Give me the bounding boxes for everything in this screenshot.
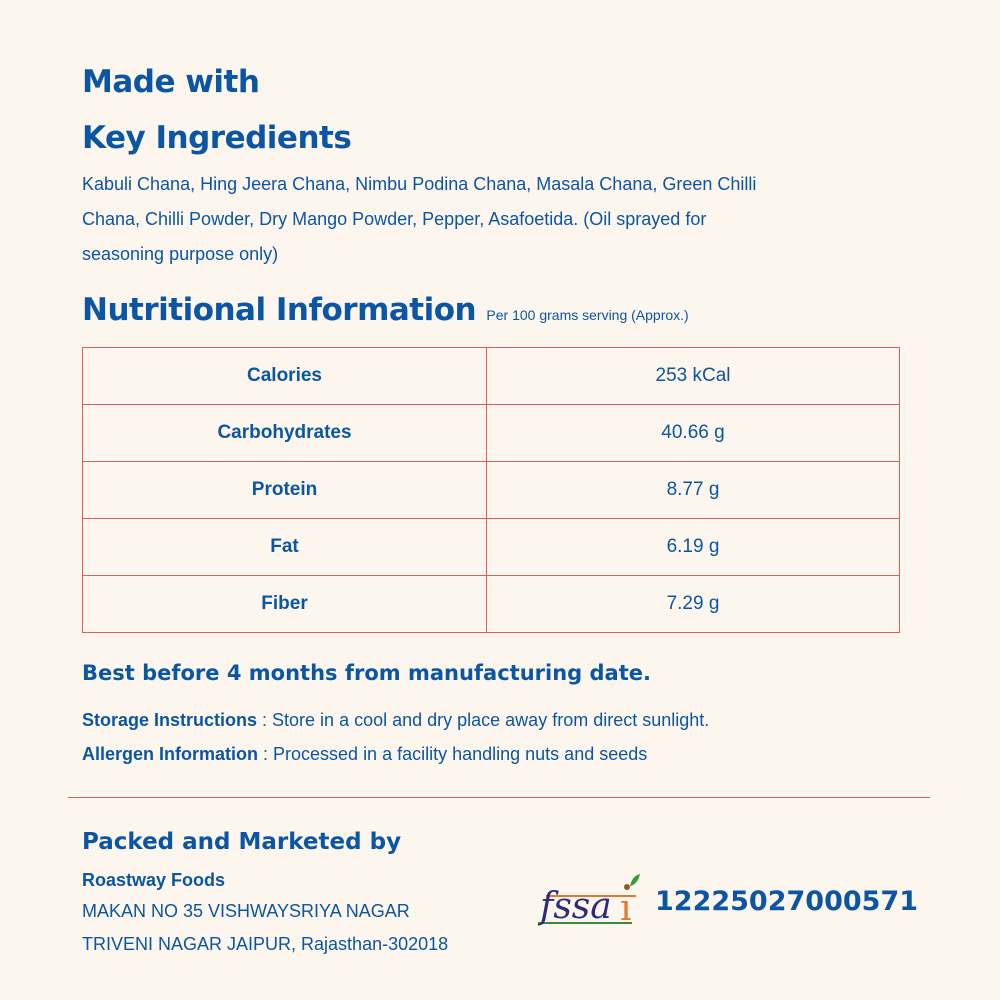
address-line: MAKAN NO 35 VISHWAYSRIYA NAGAR: [82, 901, 410, 921]
storage-label: Storage Instructions: [82, 710, 258, 730]
nutrient-value: 40.66 g: [486, 404, 900, 462]
table-row: Protein 8.77 g: [82, 461, 900, 519]
nutrient-value: 7.29 g: [486, 575, 900, 633]
nutrient-name: Protein: [82, 461, 487, 519]
packed-by-title: Packed and Marketed by: [82, 829, 402, 855]
table-row: Fat 6.19 g: [82, 518, 900, 576]
heading-made-with: Made with: [82, 64, 260, 100]
nutrient-value: 6.19 g: [486, 518, 900, 576]
svg-text:fssa: fssa: [537, 886, 612, 927]
table-row: Calories 253 kCal: [82, 347, 900, 405]
nutrient-value: 8.77 g: [486, 461, 900, 519]
nutrient-value: 253 kCal: [486, 347, 900, 405]
nutrition-title-text: Nutritional Information: [82, 292, 477, 328]
nutrient-name: Fiber: [82, 575, 487, 633]
table-row: Fiber 7.29 g: [82, 575, 900, 633]
allergen-text: : Processed in a facility handling nuts …: [258, 744, 648, 764]
nutrient-name: Carbohydrates: [82, 404, 487, 462]
company-name: Roastway Foods: [82, 870, 226, 890]
nutrient-name: Fat: [82, 518, 487, 576]
storage-instructions: Storage Instructions : Store in a cool a…: [82, 710, 709, 731]
divider: [68, 797, 930, 798]
table-row: Carbohydrates 40.66 g: [82, 404, 900, 462]
nutrition-title: Nutritional Information Per 100 grams se…: [82, 292, 689, 328]
best-before: Best before 4 months from manufacturing …: [82, 661, 651, 685]
heading-key-ingredients: Key Ingredients: [82, 120, 352, 156]
ingredients-line: Chana, Chilli Powder, Dry Mango Powder, …: [82, 209, 707, 229]
nutrient-name: Calories: [82, 347, 487, 405]
ingredients-line: seasoning purpose only): [82, 244, 279, 264]
ingredients-line: Kabuli Chana, Hing Jeera Chana, Nimbu Po…: [82, 174, 757, 194]
allergen-information: Allergen Information : Processed in a fa…: [82, 744, 647, 765]
allergen-label: Allergen Information: [82, 744, 259, 764]
storage-text: : Store in a cool and dry place away fro…: [257, 710, 710, 730]
serving-note: Per 100 grams serving (Approx.): [486, 307, 689, 323]
nutrition-table: Calories 253 kCal Carbohydrates 40.66 g Pr…: [82, 347, 900, 633]
svg-text:ı: ı: [620, 888, 632, 928]
ingredients-text: Kabuli Chana, Hing Jeera Chana, Nimbu Po…: [82, 167, 756, 272]
fssai-number: 12225027000571: [655, 886, 919, 917]
address-line: TRIVENI NAGAR JAIPUR, Rajasthan-302018: [82, 934, 449, 954]
fssai-logo: fssa ı: [532, 872, 644, 929]
